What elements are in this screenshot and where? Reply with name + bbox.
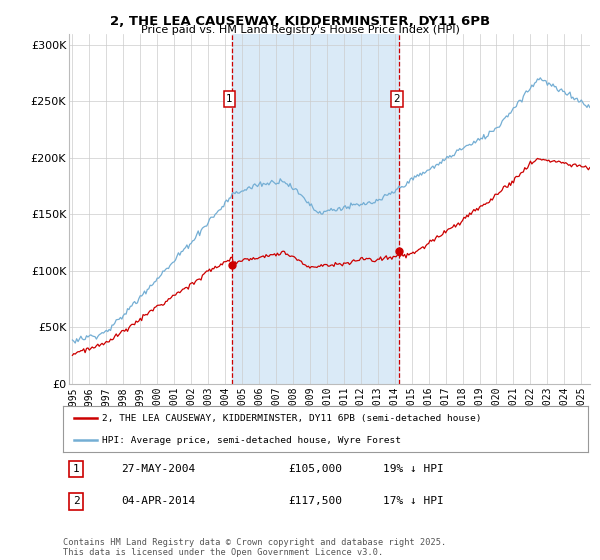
Text: 2: 2 — [394, 94, 400, 104]
Text: 2: 2 — [73, 496, 79, 506]
Text: 1: 1 — [73, 464, 79, 474]
Text: £117,500: £117,500 — [289, 496, 343, 506]
Text: 19% ↓ HPI: 19% ↓ HPI — [383, 464, 444, 474]
Text: 27-MAY-2004: 27-MAY-2004 — [121, 464, 195, 474]
Text: 17% ↓ HPI: 17% ↓ HPI — [383, 496, 444, 506]
Text: Price paid vs. HM Land Registry's House Price Index (HPI): Price paid vs. HM Land Registry's House … — [140, 25, 460, 35]
Text: 2, THE LEA CAUSEWAY, KIDDERMINSTER, DY11 6PB (semi-detached house): 2, THE LEA CAUSEWAY, KIDDERMINSTER, DY11… — [103, 414, 482, 423]
Text: 1: 1 — [226, 94, 233, 104]
Text: 2, THE LEA CAUSEWAY, KIDDERMINSTER, DY11 6PB: 2, THE LEA CAUSEWAY, KIDDERMINSTER, DY11… — [110, 15, 490, 27]
Text: HPI: Average price, semi-detached house, Wyre Forest: HPI: Average price, semi-detached house,… — [103, 436, 401, 445]
Bar — [232, 34, 400, 384]
Text: Contains HM Land Registry data © Crown copyright and database right 2025.
This d: Contains HM Land Registry data © Crown c… — [63, 538, 446, 557]
Text: £105,000: £105,000 — [289, 464, 343, 474]
Text: 04-APR-2014: 04-APR-2014 — [121, 496, 195, 506]
